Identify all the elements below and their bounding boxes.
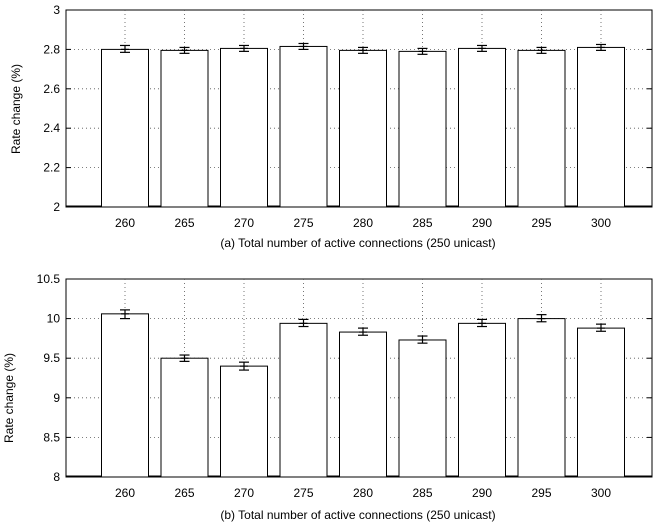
x-tick-label-270: 270 [234,216,254,230]
bar-275 [279,322,328,478]
x-tick-label-285: 285 [412,216,432,230]
x-tick-label-270: 270 [234,486,254,500]
chart-panel-b: Rate change (%) (b) Total number of acti… [2,272,653,522]
x-tick-label-290: 290 [472,216,492,230]
x-tick-label-285: 285 [412,486,432,500]
bar-260 [101,313,149,478]
bar-265 [160,49,209,208]
error-bar-265 [179,46,190,54]
error-bar-270 [239,361,249,371]
x-tick-label-275: 275 [293,486,313,500]
x-tick-label-295: 295 [531,216,551,230]
x-tick-label-260: 260 [115,216,135,230]
bar-275 [279,45,328,208]
y-tick-label: 2.4 [43,121,60,135]
y-tick-label: 8 [53,470,60,484]
error-bar-280 [358,46,368,54]
chart-panel-a: Rate change (%) (a) Total number of acti… [9,3,653,250]
y-tick-label: 2.2 [43,161,60,175]
error-bar-265 [179,354,190,362]
bar-270 [220,365,268,478]
bar-280 [339,331,387,478]
bar-290 [458,322,506,478]
bar-285 [398,50,447,208]
chart-caption-a: (a) Total number of active connections (… [220,236,495,250]
y-tick-label: 2.8 [43,42,60,56]
y-axis-label-a: Rate change (%) [9,64,23,154]
y-tick-label: 8.5 [43,430,60,444]
x-tick-label-295: 295 [531,486,551,500]
bar-300 [577,327,625,478]
bar-270 [220,47,268,208]
error-bar-295 [536,46,547,54]
x-tick-label-275: 275 [293,216,313,230]
y-tick-label: 10 [47,312,61,326]
bar-300 [577,46,625,208]
y-tick-label: 9.5 [43,351,60,365]
bar-260 [101,48,149,208]
error-bar-270 [239,44,249,52]
error-bar-300 [596,43,606,51]
error-bar-290 [477,44,487,52]
bar-265 [160,357,209,478]
x-tick-label-265: 265 [174,486,194,500]
bar-285 [398,339,447,478]
error-bar-280 [358,327,368,336]
error-bar-275 [298,42,309,51]
x-tick-label-260: 260 [115,486,135,500]
y-tick-label: 3 [53,3,60,17]
y-tick-label: 10.5 [37,272,61,286]
x-tick-label-300: 300 [591,486,611,500]
y-tick-label: 2 [53,200,60,214]
x-tick-label-265: 265 [174,216,194,230]
bar-280 [339,49,387,208]
error-bar-295 [536,314,547,323]
error-bar-290 [477,318,487,328]
bar-290 [458,47,506,208]
error-bar-260 [120,309,130,320]
error-bar-275 [298,318,309,328]
error-bar-285 [417,335,428,344]
chart-caption-b: (b) Total number of active connections (… [220,508,495,522]
x-tick-label-300: 300 [591,216,611,230]
error-bar-285 [417,47,428,55]
bar-295 [517,318,566,478]
y-tick-label: 2.6 [43,82,60,96]
x-tick-label-280: 280 [353,486,373,500]
error-bar-260 [120,44,130,53]
error-bar-300 [596,323,606,332]
x-tick-label-280: 280 [353,216,373,230]
x-tick-label-290: 290 [472,486,492,500]
bar-295 [517,49,566,208]
y-tick-label: 9 [53,391,60,405]
y-axis-label-b: Rate change (%) [2,353,16,443]
